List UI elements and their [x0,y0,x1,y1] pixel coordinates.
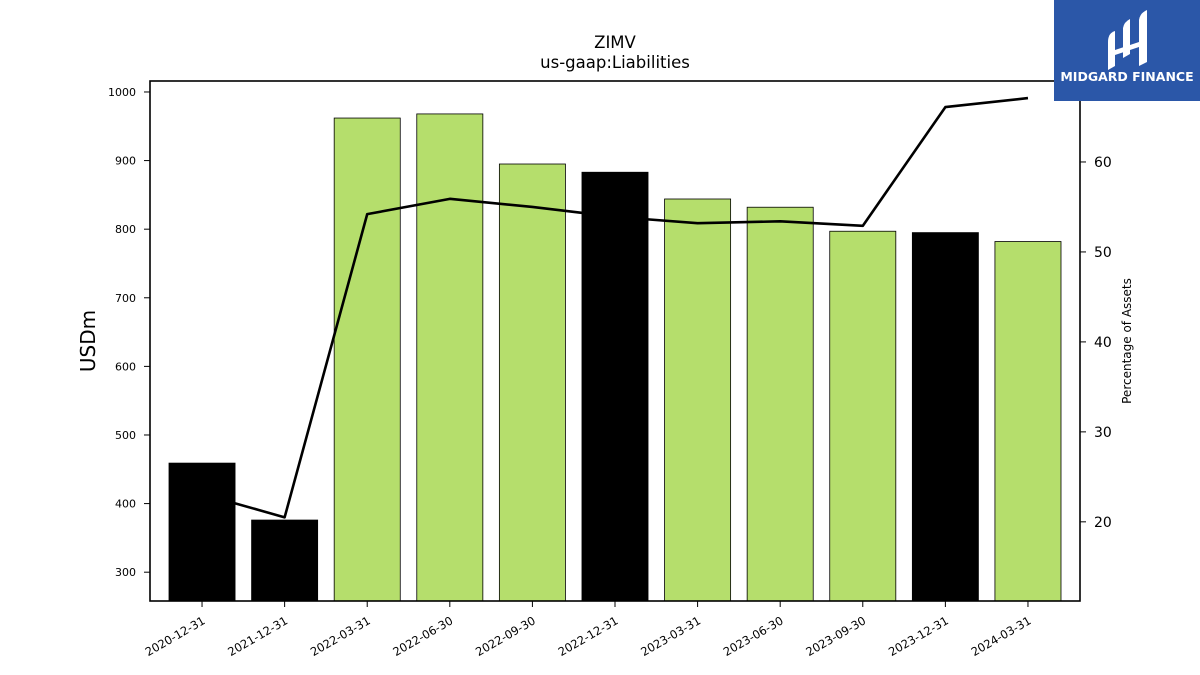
y-tick-label-800: 800 [115,223,136,236]
bar-group [168,113,1062,602]
logo-text: MIDGARD FINANCE [1060,69,1193,84]
logo-mark-icon [1108,10,1147,70]
logo: MIDGARD FINANCE [1054,0,1200,101]
y2-tick-label-40: 40 [1094,335,1112,351]
bar-2020-12-31 [168,462,236,602]
x-tick-label-2023-03-31: 2023-03-31 [638,613,703,659]
y-tick-label-700: 700 [115,292,136,305]
bar-2024-03-31 [994,241,1062,602]
x-tick-label-2022-12-31: 2022-12-31 [556,613,621,659]
y-tick-label-500: 500 [115,429,136,442]
bar-2023-03-31 [664,198,732,602]
bar-2021-12-31 [251,519,319,602]
line-layer [201,96,1029,519]
y-tick-label-400: 400 [115,498,136,511]
x-axis: 2020-12-31 2021-12-31 2022-03-31 2022-06-30… [143,601,1034,659]
x-tick-label-2023-09-30: 2023-09-30 [803,613,868,659]
bar-2022-03-31 [333,117,401,602]
x-tick-label-2022-03-31: 2022-03-31 [308,613,373,659]
chart-subtitle: us-gaap:Liabilities [540,53,690,72]
y-axis-left: 300 400 500 600 700 800 900 1000 [108,86,150,579]
y-tick-label-300: 300 [115,566,136,579]
y-tick-label-600: 600 [115,360,136,373]
y2-tick-label-50: 50 [1094,245,1112,261]
line-percentage-of-assets [201,96,1029,519]
y2-tick-label-20: 20 [1094,515,1112,531]
y2-tick-label-30: 30 [1094,425,1112,441]
x-tick-label-2023-12-31: 2023-12-31 [886,613,951,659]
chart-title: ZIMV [594,33,636,52]
bar-2022-12-31 [581,171,649,602]
bar-2023-09-30 [829,230,897,602]
x-tick-label-2024-03-31: 2024-03-31 [969,613,1034,659]
y2-tick-label-60: 60 [1094,155,1112,171]
bar-2022-06-30 [416,113,484,602]
bar-2023-12-31 [911,232,979,602]
x-tick-label-2022-09-30: 2022-09-30 [473,613,538,659]
bar-2022-09-30 [498,163,566,602]
y2-axis-label: Percentage of Assets [1120,278,1134,404]
y-tick-label-1000: 1000 [108,86,136,99]
bar-2023-06-30 [746,206,814,602]
y-axis-label: USDm [76,310,100,372]
x-tick-label-2021-12-31: 2021-12-31 [225,613,290,659]
x-tick-label-2023-06-30: 2023-06-30 [721,613,786,659]
x-tick-label-2022-06-30: 2022-06-30 [390,613,455,659]
y-axis-right: 20 30 40 50 60 [1080,155,1112,531]
y-tick-label-900: 900 [115,155,136,168]
x-tick-label-2020-12-31: 2020-12-31 [143,613,208,659]
